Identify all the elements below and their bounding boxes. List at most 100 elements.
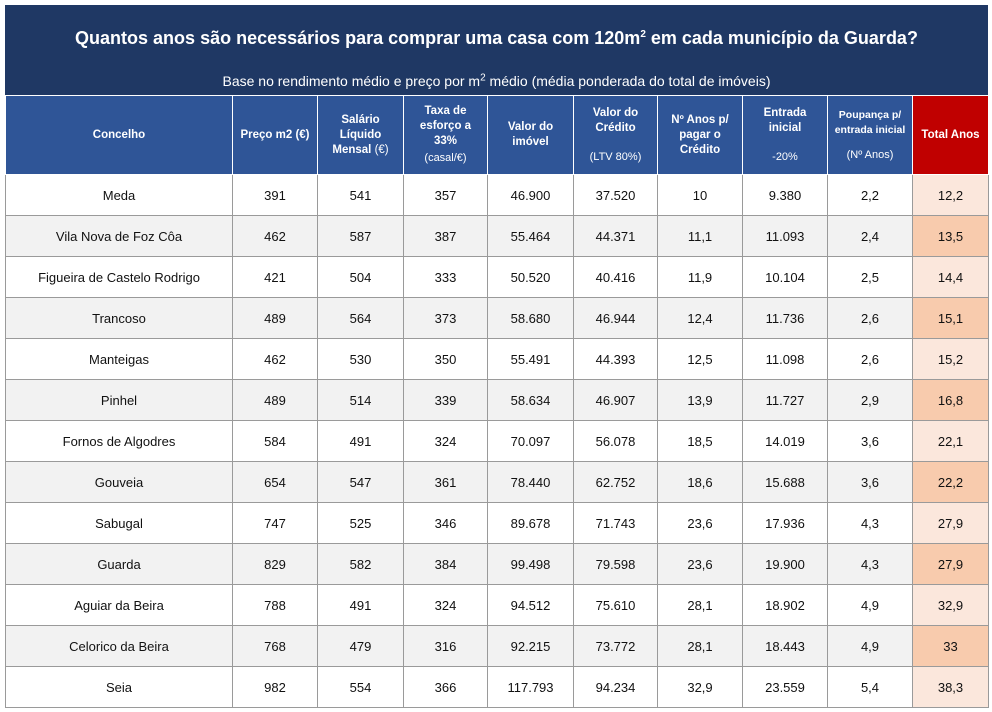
cell-concelho: Celorico da Beira: [5, 625, 233, 667]
cell-anos-credito: 18,6: [657, 461, 743, 503]
table-row: Aguiar da Beira 788 491 324 94.512 75.610 28,1…: [5, 584, 989, 626]
cell-preco-m2: 421: [232, 256, 318, 298]
cell-preco-m2: 829: [232, 543, 318, 585]
cell-poupanca: 4,9: [827, 625, 913, 667]
data-table: Concelho Preço m2 (€) Salário Líquido Me…: [5, 95, 989, 708]
header-entrada-label: Entrada inicial: [763, 106, 807, 134]
cell-poupanca: 2,5: [827, 256, 913, 298]
cell-anos-credito: 23,6: [657, 502, 743, 544]
cell-preco-m2: 654: [232, 461, 318, 503]
table-row: Seia 982 554 366 117.793 94.234 32,9 23.559 5,4 3…: [5, 666, 989, 708]
cell-valor-credito: 73.772: [573, 625, 658, 667]
table-row: Manteigas 462 530 350 55.491 44.393 12,5 11.098…: [5, 338, 989, 380]
cell-entrada: 11.736: [742, 297, 828, 339]
table-container: Quantos anos são necessários para compra…: [5, 5, 989, 708]
cell-poupanca: 3,6: [827, 461, 913, 503]
header-entrada-unit: -20%: [772, 150, 798, 163]
cell-concelho: Pinhel: [5, 379, 233, 421]
cell-salario: 479: [317, 625, 404, 667]
cell-salario: 564: [317, 297, 404, 339]
cell-poupanca: 2,2: [827, 174, 913, 216]
header-preco-m2-label: Preço m2 (€): [240, 128, 310, 141]
cell-preco-m2: 462: [232, 215, 318, 257]
title-text: Quantos anos são necessários para compra…: [75, 28, 641, 48]
cell-salario: 587: [317, 215, 404, 257]
cell-taxa: 373: [403, 297, 488, 339]
cell-entrada: 17.936: [742, 502, 828, 544]
cell-salario: 514: [317, 379, 404, 421]
cell-salario: 491: [317, 584, 404, 626]
cell-valor-credito: 56.078: [573, 420, 658, 462]
cell-salario: 554: [317, 666, 404, 708]
cell-valor-imovel: 99.498: [487, 543, 574, 585]
cell-salario: 491: [317, 420, 404, 462]
header-salario-label: Salário Líquido Mensal: [332, 113, 382, 156]
cell-anos-credito: 28,1: [657, 625, 743, 667]
cell-valor-imovel: 89.678: [487, 502, 574, 544]
cell-preco-m2: 489: [232, 297, 318, 339]
cell-entrada: 11.098: [742, 338, 828, 380]
cell-valor-credito: 46.944: [573, 297, 658, 339]
cell-valor-credito: 37.520: [573, 174, 658, 216]
cell-entrada: 23.559: [742, 666, 828, 708]
header-taxa-unit: (casal/€): [424, 152, 467, 164]
table-row: Meda 391 541 357 46.900 37.520 10 9.380 2,2 12,2: [5, 174, 989, 216]
cell-anos-credito: 11,1: [657, 215, 743, 257]
cell-entrada: 11.093: [742, 215, 828, 257]
cell-entrada: 18.443: [742, 625, 828, 667]
cell-valor-imovel: 78.440: [487, 461, 574, 503]
cell-preco-m2: 768: [232, 625, 318, 667]
cell-anos-credito: 12,4: [657, 297, 743, 339]
header-valor-credito: Valor do Crédito (LTV 80%): [573, 95, 658, 175]
cell-total-anos: 22,1: [912, 420, 989, 462]
table-row: Trancoso 489 564 373 58.680 46.944 12,4 11.736 2…: [5, 297, 989, 339]
subtitle-text-rest: médio (média ponderada do total de imóve…: [485, 73, 771, 89]
cell-poupanca: 3,6: [827, 420, 913, 462]
cell-total-anos: 15,2: [912, 338, 989, 380]
table-row: Figueira de Castelo Rodrigo 421 504 333 50.5…: [5, 256, 989, 298]
cell-poupanca: 2,9: [827, 379, 913, 421]
cell-taxa: 366: [403, 666, 488, 708]
header-poupanca-unit: (Nº Anos): [846, 148, 894, 161]
cell-concelho: Sabugal: [5, 502, 233, 544]
cell-taxa: 350: [403, 338, 488, 380]
cell-valor-credito: 46.907: [573, 379, 658, 421]
cell-valor-credito: 75.610: [573, 584, 658, 626]
header-row: Concelho Preço m2 (€) Salário Líquido Me…: [5, 95, 989, 175]
cell-taxa: 346: [403, 502, 488, 544]
cell-poupanca: 4,3: [827, 543, 913, 585]
cell-entrada: 19.900: [742, 543, 828, 585]
cell-preco-m2: 788: [232, 584, 318, 626]
cell-entrada: 11.727: [742, 379, 828, 421]
header-taxa: Taxa de esforço a 33% (casal/€): [403, 95, 488, 175]
cell-salario: 530: [317, 338, 404, 380]
cell-taxa: 316: [403, 625, 488, 667]
page-title: Quantos anos são necessários para compra…: [5, 5, 988, 71]
table-row: Vila Nova de Foz Côa 462 587 387 55.464 44.37…: [5, 215, 989, 257]
cell-valor-imovel: 46.900: [487, 174, 574, 216]
page-subtitle: Base no rendimento médio e preço por m2 …: [5, 71, 988, 95]
table-row: Pinhel 489 514 339 58.634 46.907 13,9 11.727 2,9…: [5, 379, 989, 421]
subtitle-superscript: 2: [480, 72, 486, 84]
cell-taxa: 333: [403, 256, 488, 298]
header-preco-m2: Preço m2 (€): [232, 95, 318, 175]
header-valor-credito-label: Valor do Crédito: [592, 106, 639, 134]
cell-concelho: Seia: [5, 666, 233, 708]
cell-valor-imovel: 50.520: [487, 256, 574, 298]
cell-salario: 547: [317, 461, 404, 503]
header-valor-credito-unit: (LTV 80%): [589, 150, 642, 163]
cell-taxa: 361: [403, 461, 488, 503]
cell-entrada: 18.902: [742, 584, 828, 626]
cell-total-anos: 22,2: [912, 461, 989, 503]
cell-valor-imovel: 117.793: [487, 666, 574, 708]
cell-entrada: 10.104: [742, 256, 828, 298]
cell-preco-m2: 982: [232, 666, 318, 708]
cell-valor-credito: 79.598: [573, 543, 658, 585]
title-text-rest: em cada município da Guarda?: [645, 28, 918, 48]
header-anos-credito-label: Nº Anos p/ pagar o Crédito: [671, 113, 729, 156]
cell-valor-imovel: 92.215: [487, 625, 574, 667]
cell-anos-credito: 12,5: [657, 338, 743, 380]
cell-concelho: Figueira de Castelo Rodrigo: [5, 256, 233, 298]
cell-valor-credito: 44.371: [573, 215, 658, 257]
cell-preco-m2: 391: [232, 174, 318, 216]
